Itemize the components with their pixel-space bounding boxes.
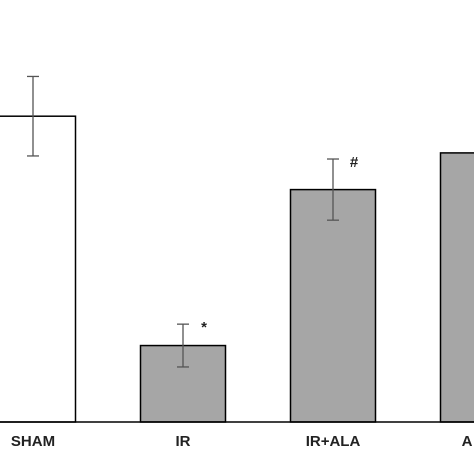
- bar: [439, 152, 474, 423]
- annotation: #: [350, 154, 359, 171]
- error-bar: [327, 158, 339, 221]
- error-bar: [27, 75, 39, 157]
- annotation: *: [201, 319, 207, 336]
- bar: [289, 188, 377, 423]
- bar: [0, 115, 77, 423]
- x-tick-label: IR: [176, 433, 191, 450]
- error-bar: [177, 323, 189, 368]
- x-tick-label: A: [462, 433, 473, 450]
- x-tick-label: SHAM: [11, 433, 55, 450]
- x-tick-label: IR+ALA: [306, 433, 361, 450]
